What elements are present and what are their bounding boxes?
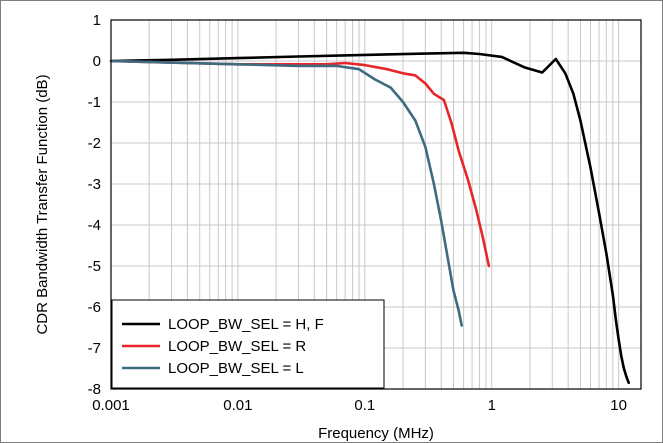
tick-labels: 10-1-2-3-4-5-6-7-80.001 0.01 0.1 1 10 [88, 12, 627, 414]
y-tick-label: 0 [93, 53, 101, 70]
x-tick-label: 1 [488, 397, 496, 414]
legend-label: LOOP_BW_SEL = H, F [168, 316, 324, 333]
y-tick-label: -1 [88, 94, 101, 111]
y-tick-label: -3 [88, 176, 101, 193]
series-lines [109, 51, 631, 385]
y-tick-label: -8 [88, 381, 101, 398]
y-tick-label: 1 [93, 12, 101, 29]
y-tick-label: -6 [88, 299, 101, 316]
x-tick-label: 0.01 [223, 397, 252, 414]
series-line-2 [109, 59, 491, 268]
legend: LOOP_BW_SEL = H, F LOOP_BW_SEL = R LOOP_BW… [111, 299, 385, 389]
series-line-1 [109, 51, 631, 385]
y-tick-label: -7 [88, 340, 101, 357]
legend-label: LOOP_BW_SEL = R [168, 338, 306, 355]
y-tick-label: -5 [88, 258, 101, 275]
plot-frame [110, 19, 642, 390]
series-line-3 [109, 59, 464, 327]
legend-items: LOOP_BW_SEL = H, F LOOP_BW_SEL = R LOOP_BW… [122, 316, 324, 377]
x-axis-title: Frequency (MHz) [318, 425, 434, 442]
y-tick-label: -4 [88, 217, 101, 234]
x-tick-label: 10 [610, 397, 627, 414]
x-tick-label: 0.001 [92, 397, 130, 414]
legend-label: LOOP_BW_SEL = L [168, 360, 304, 377]
legend-box [111, 299, 385, 389]
y-tick-label: -2 [88, 135, 101, 152]
y-axis-title: CDR Bandwidth Transfer Function (dB) [34, 74, 51, 334]
x-tick-label: 0.1 [354, 397, 375, 414]
